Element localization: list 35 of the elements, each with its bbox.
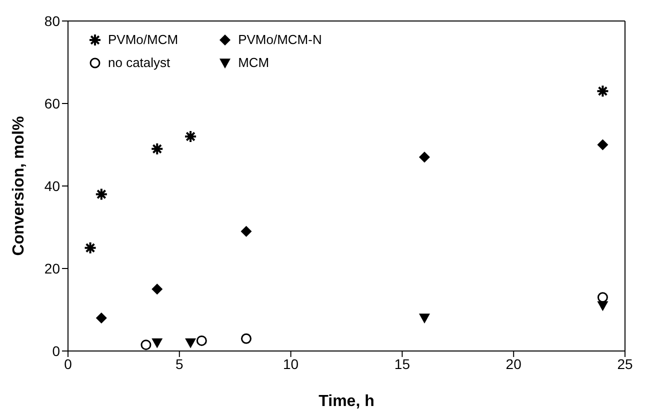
point (596, 84, 610, 98)
legend-label: MCM (238, 55, 270, 70)
x-tick-label: 5 (176, 356, 184, 372)
point (418, 152, 430, 163)
x-tick-label: 0 (64, 356, 72, 372)
y-tick-label: 0 (52, 342, 60, 359)
point (196, 335, 207, 346)
point (597, 292, 608, 303)
point (597, 301, 608, 312)
x-tick-label: 25 (617, 356, 633, 372)
x-tick-label: 20 (506, 356, 522, 372)
x-axis-title: Time, h (318, 393, 374, 410)
point (94, 188, 108, 201)
point (184, 130, 198, 143)
point (150, 142, 164, 156)
y-axis-title: Conversion, mol% (10, 116, 28, 256)
y-tick-label: 20 (44, 260, 60, 276)
x-tick-label: 15 (394, 356, 410, 372)
x-tick-label: 10 (283, 356, 299, 372)
y-tick-label: 60 (44, 95, 60, 112)
point (418, 314, 430, 324)
point (185, 338, 196, 348)
point (152, 284, 163, 295)
point (597, 139, 608, 150)
point (140, 340, 152, 350)
y-tick-label: 40 (44, 178, 60, 194)
point (84, 241, 97, 254)
legend-label: PVMo/MCM-N (238, 32, 322, 47)
y-tick-label: 80 (44, 12, 60, 29)
legend-label: no catalyst (108, 55, 170, 70)
point (96, 312, 107, 324)
point (240, 226, 252, 237)
point (240, 333, 252, 344)
legend-label: PVMo/MCM (108, 32, 178, 47)
point (152, 338, 163, 348)
